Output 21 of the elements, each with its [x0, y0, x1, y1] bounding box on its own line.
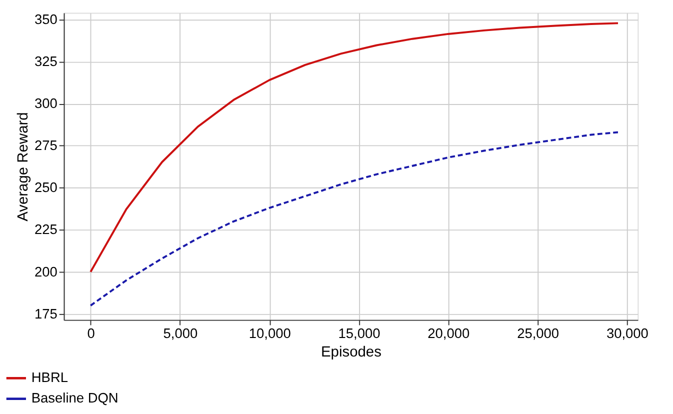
x-tick-label: 20,000: [428, 326, 470, 341]
y-tick-label: 350: [34, 12, 58, 27]
x-axis-title: Episodes: [320, 344, 382, 361]
y-tick-label: 250: [34, 180, 58, 196]
y-tick-label: 225: [34, 222, 58, 238]
y-tick-label: 200: [34, 264, 58, 280]
y-tick-label: 325: [34, 54, 58, 69]
y-tick-label: 175: [34, 306, 58, 322]
x-tick-label: 30,000: [606, 326, 649, 341]
y-axis-title: Average Reward: [16, 112, 32, 222]
line-series: [90, 22, 619, 273]
legend-label: HBRL: [31, 370, 68, 386]
x-tick-label: 10,000: [248, 326, 292, 341]
x-tick-label: 5,000: [163, 326, 198, 341]
y-tick-label: 300: [34, 96, 58, 112]
legend-label: Baseline DQN: [31, 390, 118, 406]
line-series: [90, 131, 619, 307]
x-tick-label: 15,000: [338, 326, 381, 341]
x-tick-label: 0: [87, 326, 96, 341]
x-tick-label: 25,000: [517, 326, 560, 341]
y-tick-label: 275: [34, 138, 58, 154]
